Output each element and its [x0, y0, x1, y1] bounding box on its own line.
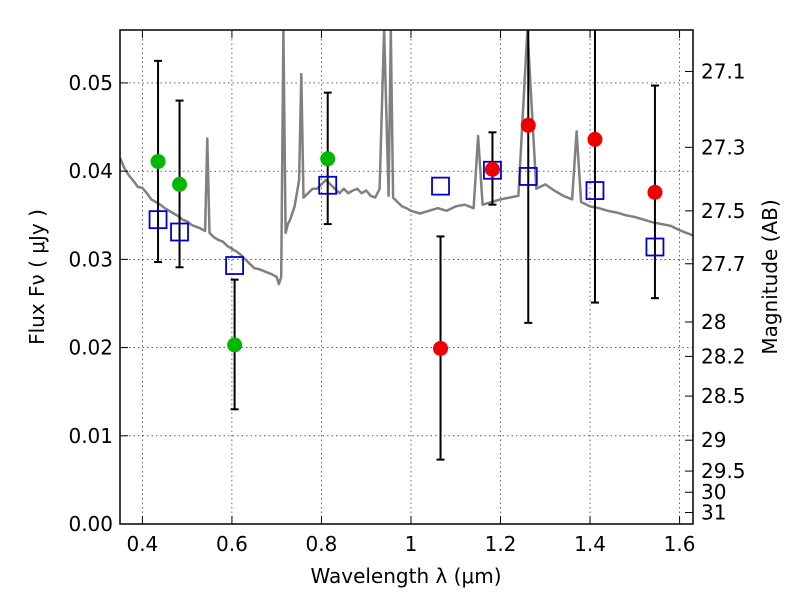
green-point-marker [320, 151, 336, 167]
model-square-marker [645, 237, 665, 257]
right-tick-label: 27.7 [701, 252, 746, 276]
model-square-marker [518, 167, 538, 186]
tick-layer: 0.4 0.6 0.8 1 1.2 1.4 1.6 0.00 0.01 0.02 0.03 0.04 0… [68, 30, 746, 556]
x-axis-label: Wavelength λ (μm) [310, 564, 501, 588]
model-square-marker [170, 222, 189, 242]
green-point-marker [227, 337, 243, 353]
x-tick-label: 1 [405, 532, 418, 556]
red-point-marker [647, 184, 663, 200]
model-square-marker [585, 181, 605, 200]
x-tick-label: 0.8 [306, 532, 338, 556]
model-square-marker [225, 256, 245, 275]
x-tick-label: 0.4 [126, 532, 158, 556]
right-tick-label: 27.3 [701, 135, 746, 159]
right-tick-label: 27.5 [701, 199, 746, 223]
right-tick-label: 29.5 [701, 459, 746, 483]
red-point-marker [520, 117, 536, 133]
right-tick-label: 27.1 [701, 59, 746, 83]
plot-frame [119, 29, 694, 525]
model-square-marker [431, 176, 450, 196]
green-point-marker [150, 153, 166, 169]
green-point-marker [172, 176, 188, 192]
right-tick-label: 28.5 [701, 384, 746, 408]
model-square-marker [318, 175, 338, 195]
y-tick-label: 0.00 [68, 512, 113, 536]
y-tick-label: 0.04 [68, 159, 113, 183]
red-point-marker [587, 131, 603, 147]
right-tick-label: 31 [701, 501, 726, 525]
x-tick-label: 1.4 [574, 532, 606, 556]
right-tick-label: 29 [701, 428, 726, 452]
model-square-marker [148, 210, 168, 230]
y-axis-label: Flux Fν ( μJy ) [25, 209, 49, 345]
right-tick-label: 28 [701, 310, 726, 334]
y-right-axis-label: Magnitude (AB) [758, 199, 782, 354]
y-tick-label: 0.02 [68, 336, 113, 360]
x-tick-label: 1.6 [664, 532, 696, 556]
marker-layer [148, 117, 665, 356]
model-square-marker [483, 160, 502, 180]
y-tick-label: 0.05 [68, 71, 113, 95]
red-point-marker [484, 161, 500, 177]
x-tick-label: 1.2 [485, 532, 517, 556]
y-tick-label: 0.03 [68, 247, 113, 271]
spectrum-layer [120, 30, 693, 286]
y-tick-label: 0.01 [68, 424, 113, 448]
red-point-marker [433, 340, 449, 356]
right-tick-label: 30 [701, 480, 726, 504]
x-tick-label: 0.6 [216, 532, 248, 556]
spectrum-line [120, 30, 693, 286]
right-tick-label: 28.2 [701, 344, 746, 368]
